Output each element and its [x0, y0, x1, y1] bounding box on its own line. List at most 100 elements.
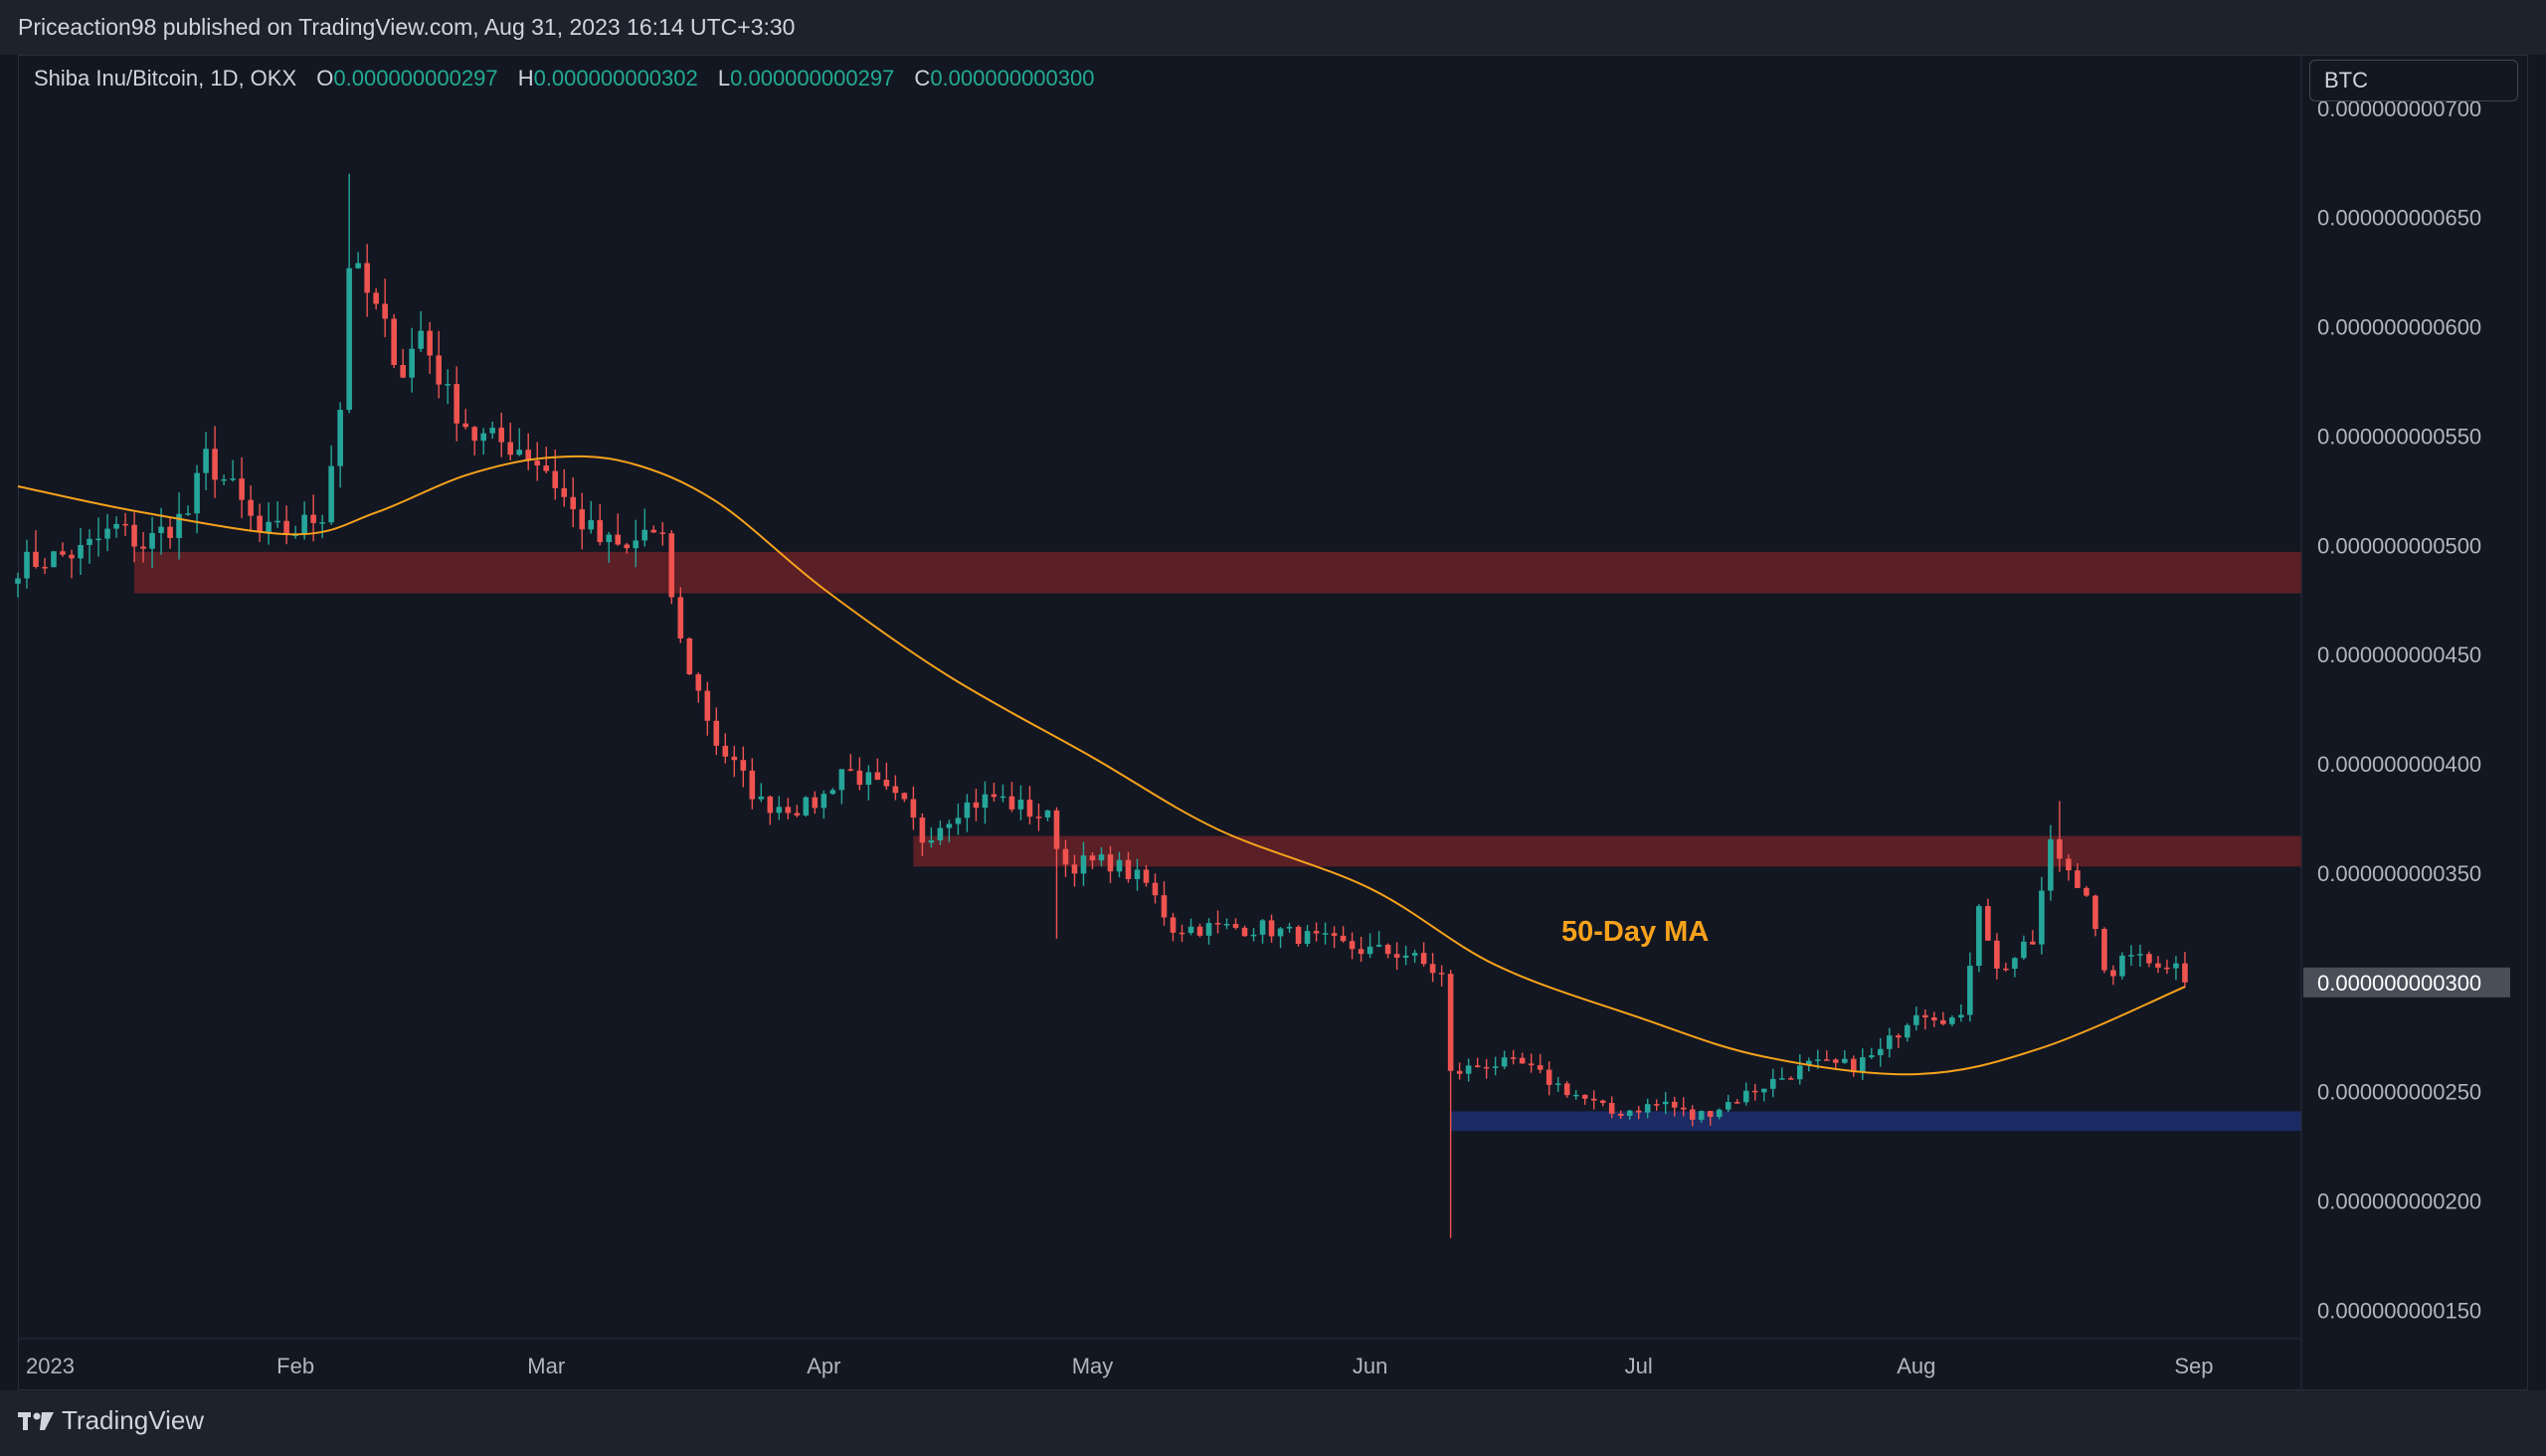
candle	[731, 745, 738, 778]
candle-body	[1653, 1104, 1660, 1106]
candle-body	[2164, 967, 2170, 970]
candle	[1143, 864, 1150, 887]
candle-body	[212, 449, 218, 480]
candle	[1098, 846, 1105, 867]
candle-body	[883, 779, 890, 787]
candle-body	[1170, 917, 1177, 933]
candle	[668, 530, 675, 605]
candle-body	[1107, 854, 1114, 872]
candle	[248, 485, 254, 532]
candle	[436, 330, 442, 399]
top-bar	[0, 0, 2546, 55]
candle	[686, 637, 693, 675]
candle-body	[140, 546, 146, 549]
candle-body	[319, 522, 325, 524]
x-tick-label: Apr	[807, 1354, 840, 1378]
candle	[1913, 1006, 1919, 1031]
candle-body	[122, 523, 128, 526]
candle-body	[1429, 964, 1436, 974]
candle	[1537, 1053, 1544, 1074]
candle-body	[1080, 855, 1087, 874]
moving-average-line	[17, 455, 2186, 1076]
candle	[1707, 1110, 1714, 1126]
candle-body	[1958, 1014, 1964, 1018]
candle	[1492, 1056, 1499, 1076]
candle-body	[1492, 1066, 1499, 1068]
candle	[1044, 810, 1051, 821]
candle-body	[1134, 869, 1141, 879]
candle-body	[1411, 953, 1418, 956]
candle	[1860, 1048, 1866, 1080]
candle-body	[337, 410, 343, 466]
candle	[704, 681, 711, 736]
candle-body	[633, 540, 639, 549]
candle	[1017, 785, 1024, 820]
candle	[1769, 1068, 1776, 1098]
candle-body	[78, 545, 84, 559]
currency-selector[interactable]: BTC	[2309, 60, 2518, 101]
candle-body	[1922, 1014, 1928, 1017]
candle-body	[2173, 963, 2179, 969]
candle-body	[552, 470, 559, 488]
candle-body	[436, 355, 442, 385]
candle	[1116, 851, 1123, 878]
candle	[1940, 1011, 1946, 1025]
candle	[1250, 928, 1257, 942]
candle-body	[445, 384, 451, 386]
candle-body	[2048, 838, 2054, 891]
candle	[1107, 845, 1114, 883]
candle-body	[1501, 1057, 1508, 1067]
candle-body	[2021, 941, 2027, 959]
candle	[185, 505, 191, 516]
candle	[257, 503, 263, 543]
candle	[641, 508, 648, 547]
candle	[319, 514, 325, 539]
candle	[1375, 931, 1382, 948]
candle-body	[1814, 1059, 1821, 1061]
candle-body	[1680, 1107, 1687, 1110]
candle	[740, 746, 747, 788]
candle-body	[785, 807, 792, 814]
candle	[346, 173, 352, 414]
candle-body	[812, 797, 818, 809]
candle	[1725, 1094, 1731, 1113]
candle	[606, 531, 613, 563]
candle	[42, 558, 48, 575]
candle-body	[659, 532, 666, 534]
candle-body	[1250, 934, 1257, 937]
low-label: L	[717, 66, 731, 91]
candle	[937, 820, 944, 845]
candle	[1322, 922, 1329, 945]
candle	[445, 369, 451, 405]
candle-body	[1187, 926, 1194, 934]
candle-body	[1590, 1098, 1597, 1101]
candle	[794, 805, 801, 818]
candle-body	[668, 533, 675, 598]
candle	[659, 521, 666, 546]
candle	[1161, 881, 1168, 926]
candle	[1447, 970, 1454, 1238]
candle	[1062, 839, 1069, 877]
candle	[713, 707, 720, 756]
y-tick-label: 0.000000000400	[2317, 752, 2481, 777]
candle	[462, 409, 468, 430]
candle-body	[257, 515, 263, 533]
candle-body	[525, 450, 532, 461]
candle	[1277, 927, 1284, 949]
candle-body	[570, 496, 577, 510]
candle-body	[87, 538, 92, 546]
candle-body	[516, 450, 523, 455]
y-tick-label: 0.000000000650	[2317, 206, 2481, 231]
candle-body	[1878, 1048, 1884, 1056]
candle-body	[462, 423, 468, 428]
candle-body	[1277, 928, 1284, 937]
candle	[1179, 924, 1185, 943]
candle	[364, 244, 370, 317]
candle	[203, 432, 209, 490]
candle	[239, 456, 245, 518]
candle	[1393, 942, 1400, 971]
candle	[60, 542, 66, 557]
tradingview-brand[interactable]: TradingView	[18, 1405, 204, 1436]
candle-body	[2039, 890, 2045, 945]
